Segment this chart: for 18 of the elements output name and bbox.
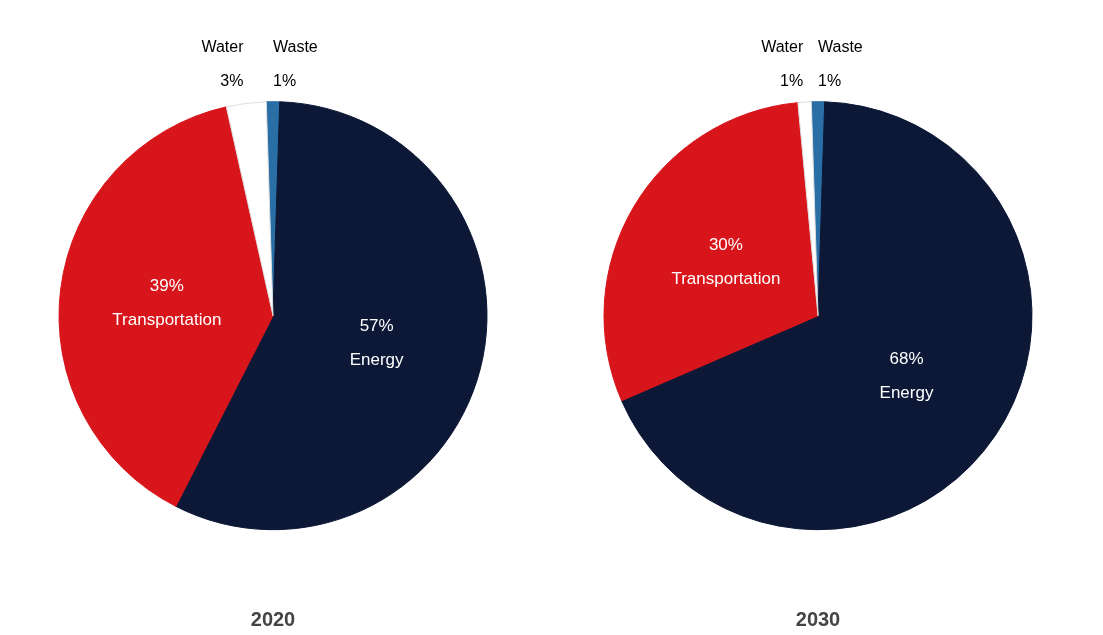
data-label: 57%: [359, 315, 394, 335]
slice-label: Waste: [818, 37, 863, 55]
data-label: 68%: [889, 349, 924, 369]
slice-label: Waste: [273, 37, 318, 55]
data-label: 39%: [149, 275, 184, 295]
data-label: 1%: [273, 71, 297, 89]
slice-label: Energy: [879, 383, 934, 403]
data-label: 30%: [708, 234, 743, 254]
data-label: 1%: [818, 71, 842, 89]
slice-label: Transportation: [671, 268, 781, 288]
slice-label: Energy: [349, 349, 405, 369]
slice-label: Water: [761, 37, 804, 55]
text: 2020: [250, 607, 296, 630]
slice-label: Transportation: [112, 309, 222, 329]
text: 2030: [795, 607, 841, 630]
data-label: 3%: [220, 71, 244, 89]
data-label: 1%: [780, 71, 804, 89]
slice-label: Water: [201, 37, 245, 55]
